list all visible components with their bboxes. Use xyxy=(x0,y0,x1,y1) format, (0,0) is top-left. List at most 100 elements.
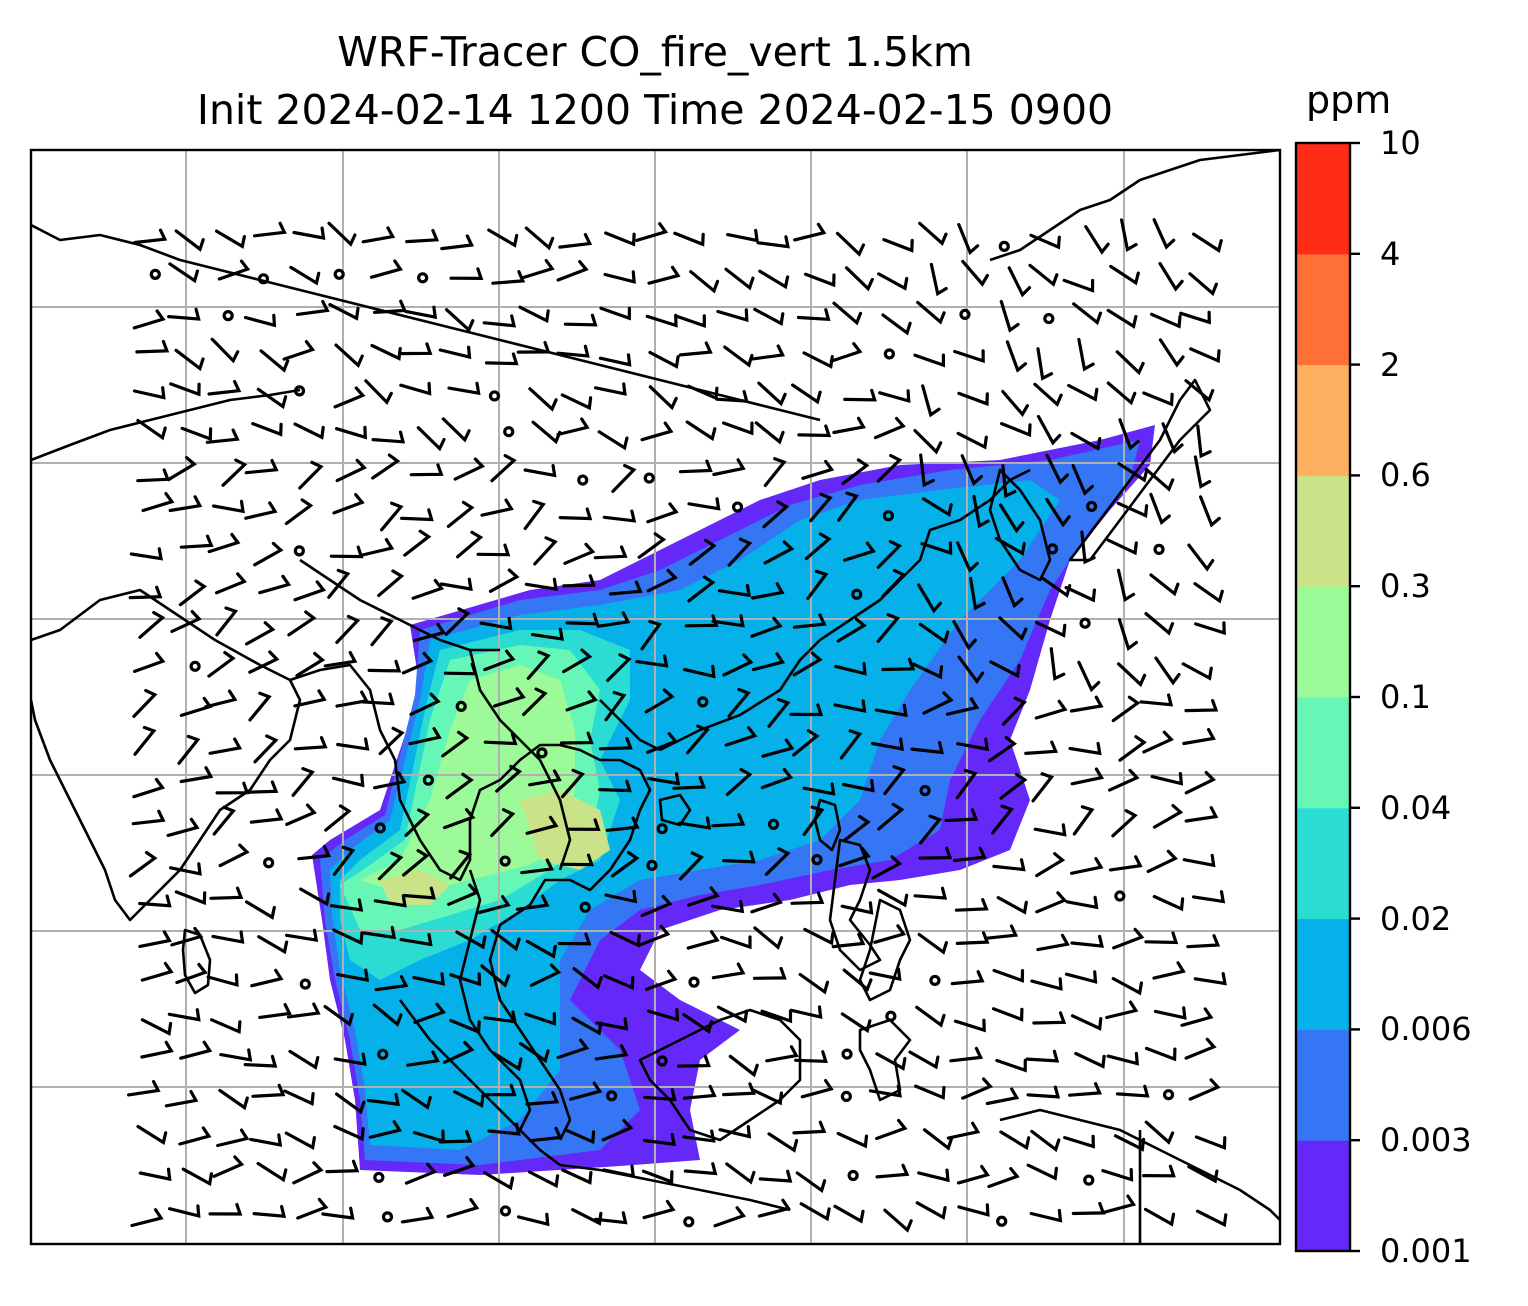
wind-barb xyxy=(244,900,276,920)
wind-barb xyxy=(248,650,280,674)
wind-barb xyxy=(293,689,327,708)
wind-barb xyxy=(533,536,558,566)
colorbar-tick-label: 4 xyxy=(1380,234,1401,273)
wind-barb xyxy=(296,1197,329,1220)
wind-barb xyxy=(635,654,669,668)
wind-barb xyxy=(957,223,980,256)
wind-barb xyxy=(211,499,245,514)
calm-wind-marker xyxy=(919,785,931,797)
wind-barb xyxy=(1117,618,1138,652)
wind-barb xyxy=(802,805,825,836)
wind-barb xyxy=(556,260,589,282)
wind-barb xyxy=(792,613,827,629)
wind-barb xyxy=(131,809,166,826)
calm-wind-marker xyxy=(643,472,655,484)
wind-barb xyxy=(372,1003,403,1027)
new-guinea xyxy=(999,1108,1280,1221)
wind-barb xyxy=(753,926,784,950)
wind-barb xyxy=(877,888,909,908)
wind-barb xyxy=(244,459,279,475)
wind-barb xyxy=(876,613,901,643)
wind-barb xyxy=(648,385,678,411)
wind-barb xyxy=(957,655,985,685)
calm-wind-marker xyxy=(959,308,971,321)
wind-barb xyxy=(168,495,203,513)
wind-barb xyxy=(205,428,240,444)
wind-barb xyxy=(166,456,197,482)
wind-barb xyxy=(724,267,755,291)
wind-barb xyxy=(528,1126,563,1143)
wind-barb xyxy=(798,972,830,995)
wind-barb xyxy=(293,580,327,602)
wind-barb xyxy=(556,344,590,358)
wind-barb xyxy=(961,1077,993,1100)
wind-barb xyxy=(167,307,201,321)
calm-wind-marker xyxy=(697,696,709,708)
wind-barb xyxy=(331,773,365,788)
wind-barb xyxy=(133,651,166,673)
wind-barb xyxy=(1150,312,1182,329)
wind-barb xyxy=(556,1038,590,1060)
wind-barb xyxy=(1030,977,1063,991)
wind-barb xyxy=(969,576,986,611)
wind-barb xyxy=(804,532,832,561)
wind-barb xyxy=(1070,767,1105,786)
wind-barb xyxy=(559,731,594,745)
wind-barb xyxy=(362,925,397,940)
wind-barb xyxy=(490,808,516,838)
calm-wind-marker xyxy=(577,474,589,486)
calm-wind-marker xyxy=(885,1010,897,1022)
wind-barb xyxy=(725,1162,756,1185)
wind-barb xyxy=(682,1129,716,1143)
wind-barb xyxy=(518,305,550,324)
wind-barb xyxy=(522,687,548,717)
wind-barb xyxy=(210,1018,242,1035)
wind-barb xyxy=(208,737,243,755)
wind-barb xyxy=(843,388,877,402)
wind-barb xyxy=(520,858,555,875)
wind-barb xyxy=(605,816,640,832)
wind-barb xyxy=(179,1040,213,1060)
wind-barb xyxy=(449,1018,481,1035)
wind-barb xyxy=(833,699,867,713)
wind-barb xyxy=(323,1005,354,1027)
wind-barb xyxy=(561,1168,593,1185)
wind-barb xyxy=(556,417,590,437)
wind-barb xyxy=(1029,233,1061,250)
wind-barb xyxy=(840,901,874,915)
wind-barb xyxy=(140,1018,173,1036)
calm-wind-marker xyxy=(499,855,511,867)
wind-barb xyxy=(994,536,1026,556)
wind-barb xyxy=(1184,770,1217,795)
wind-barb xyxy=(1112,927,1145,950)
wind-barb xyxy=(919,814,943,845)
wind-barb xyxy=(609,930,641,948)
calm-wind-marker xyxy=(683,1216,695,1228)
wind-barb xyxy=(1062,278,1095,293)
wind-barb xyxy=(834,662,867,676)
wind-barb xyxy=(217,259,251,281)
wind-barb xyxy=(446,1198,480,1219)
wind-barb xyxy=(1035,621,1067,638)
colorbar-segment xyxy=(1296,475,1350,587)
wind-barb xyxy=(402,849,430,877)
wind-barb xyxy=(367,659,402,673)
wind-barb xyxy=(949,1046,984,1063)
wind-barb xyxy=(380,501,404,532)
wind-barb xyxy=(908,1050,940,1070)
wind-barb xyxy=(249,1133,283,1147)
wind-barb xyxy=(638,924,671,947)
wind-barb xyxy=(209,886,244,900)
wind-barb xyxy=(686,724,710,755)
wind-barb xyxy=(868,967,902,982)
calm-wind-marker xyxy=(1083,1174,1095,1186)
wind-barb xyxy=(765,1045,799,1063)
wind-barb xyxy=(711,614,745,628)
wind-barb xyxy=(527,1170,560,1189)
wind-barb xyxy=(1069,695,1104,713)
wind-barb xyxy=(804,272,836,288)
wind-barb xyxy=(244,621,276,646)
wind-barb xyxy=(1152,804,1184,829)
wind-barb xyxy=(754,421,785,445)
wind-barb xyxy=(1068,741,1102,756)
